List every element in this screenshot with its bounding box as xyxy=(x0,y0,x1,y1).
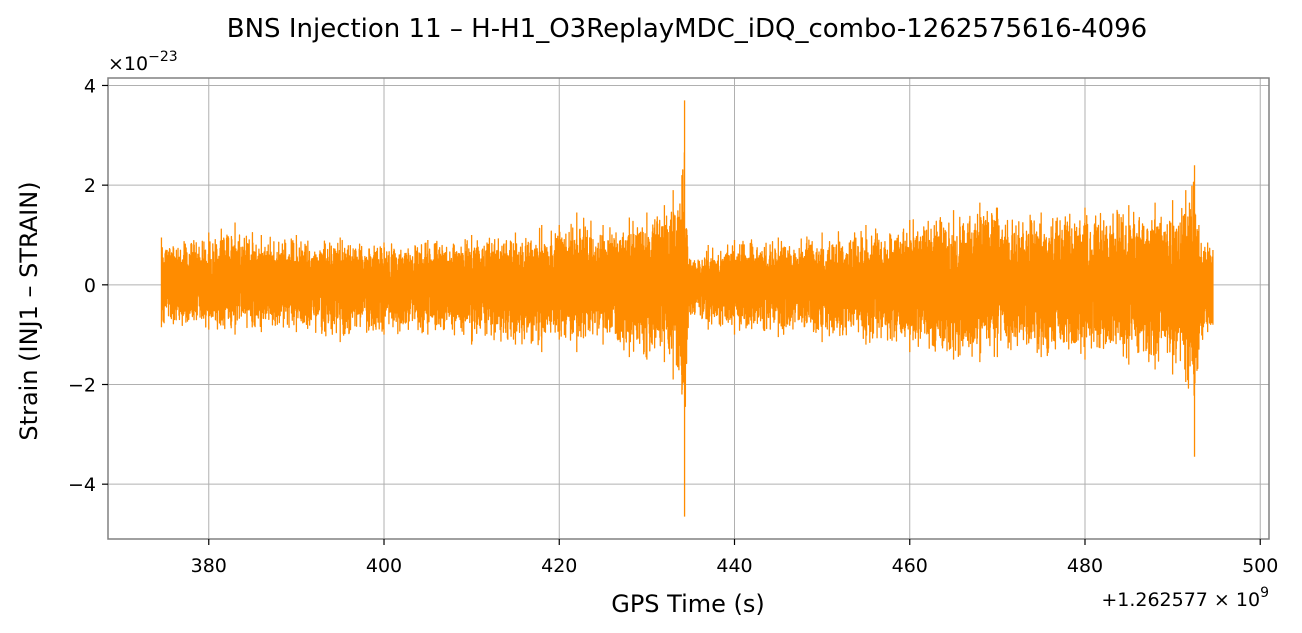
y-tick-label: 4 xyxy=(84,75,96,97)
x-tick-label: 500 xyxy=(1242,555,1278,577)
y-tick-label: 2 xyxy=(84,175,96,197)
x-tick-label: 480 xyxy=(1067,555,1103,577)
x-tick-label: 420 xyxy=(541,555,577,577)
y-tick-label: −4 xyxy=(68,474,96,496)
x-axis-ticks: 380 400 420 440 460 480 500 xyxy=(191,539,1278,577)
y-scale-label: ×10−23 xyxy=(108,49,178,75)
plot-frame xyxy=(107,77,1270,540)
x-offset-base: +1.262577 × 10 xyxy=(1101,589,1260,611)
chart-title: BNS Injection 11 – H-H1_O3ReplayMDC_iDQ_… xyxy=(227,14,1147,44)
x-axis-title: GPS Time (s) xyxy=(611,590,765,618)
strain-series-line xyxy=(160,100,1214,517)
y-tick-label: 0 xyxy=(84,275,96,297)
x-offset-exponent: 9 xyxy=(1260,585,1269,601)
x-tick-label: 380 xyxy=(191,555,227,577)
x-offset-label: +1.262577 × 109 xyxy=(1101,585,1269,611)
x-tick-label: 440 xyxy=(716,555,752,577)
y-axis-title: Strain (INJ1 – STRAIN) xyxy=(15,181,43,440)
x-tick-label: 400 xyxy=(366,555,402,577)
y-axis-ticks: −4 −2 0 2 4 xyxy=(68,75,108,496)
y-scale-exponent: −23 xyxy=(148,49,178,65)
series-layer xyxy=(160,100,1214,517)
y-tick-label: −2 xyxy=(68,375,96,397)
x-tick-label: 460 xyxy=(892,555,928,577)
y-scale-base: ×10 xyxy=(108,53,148,75)
